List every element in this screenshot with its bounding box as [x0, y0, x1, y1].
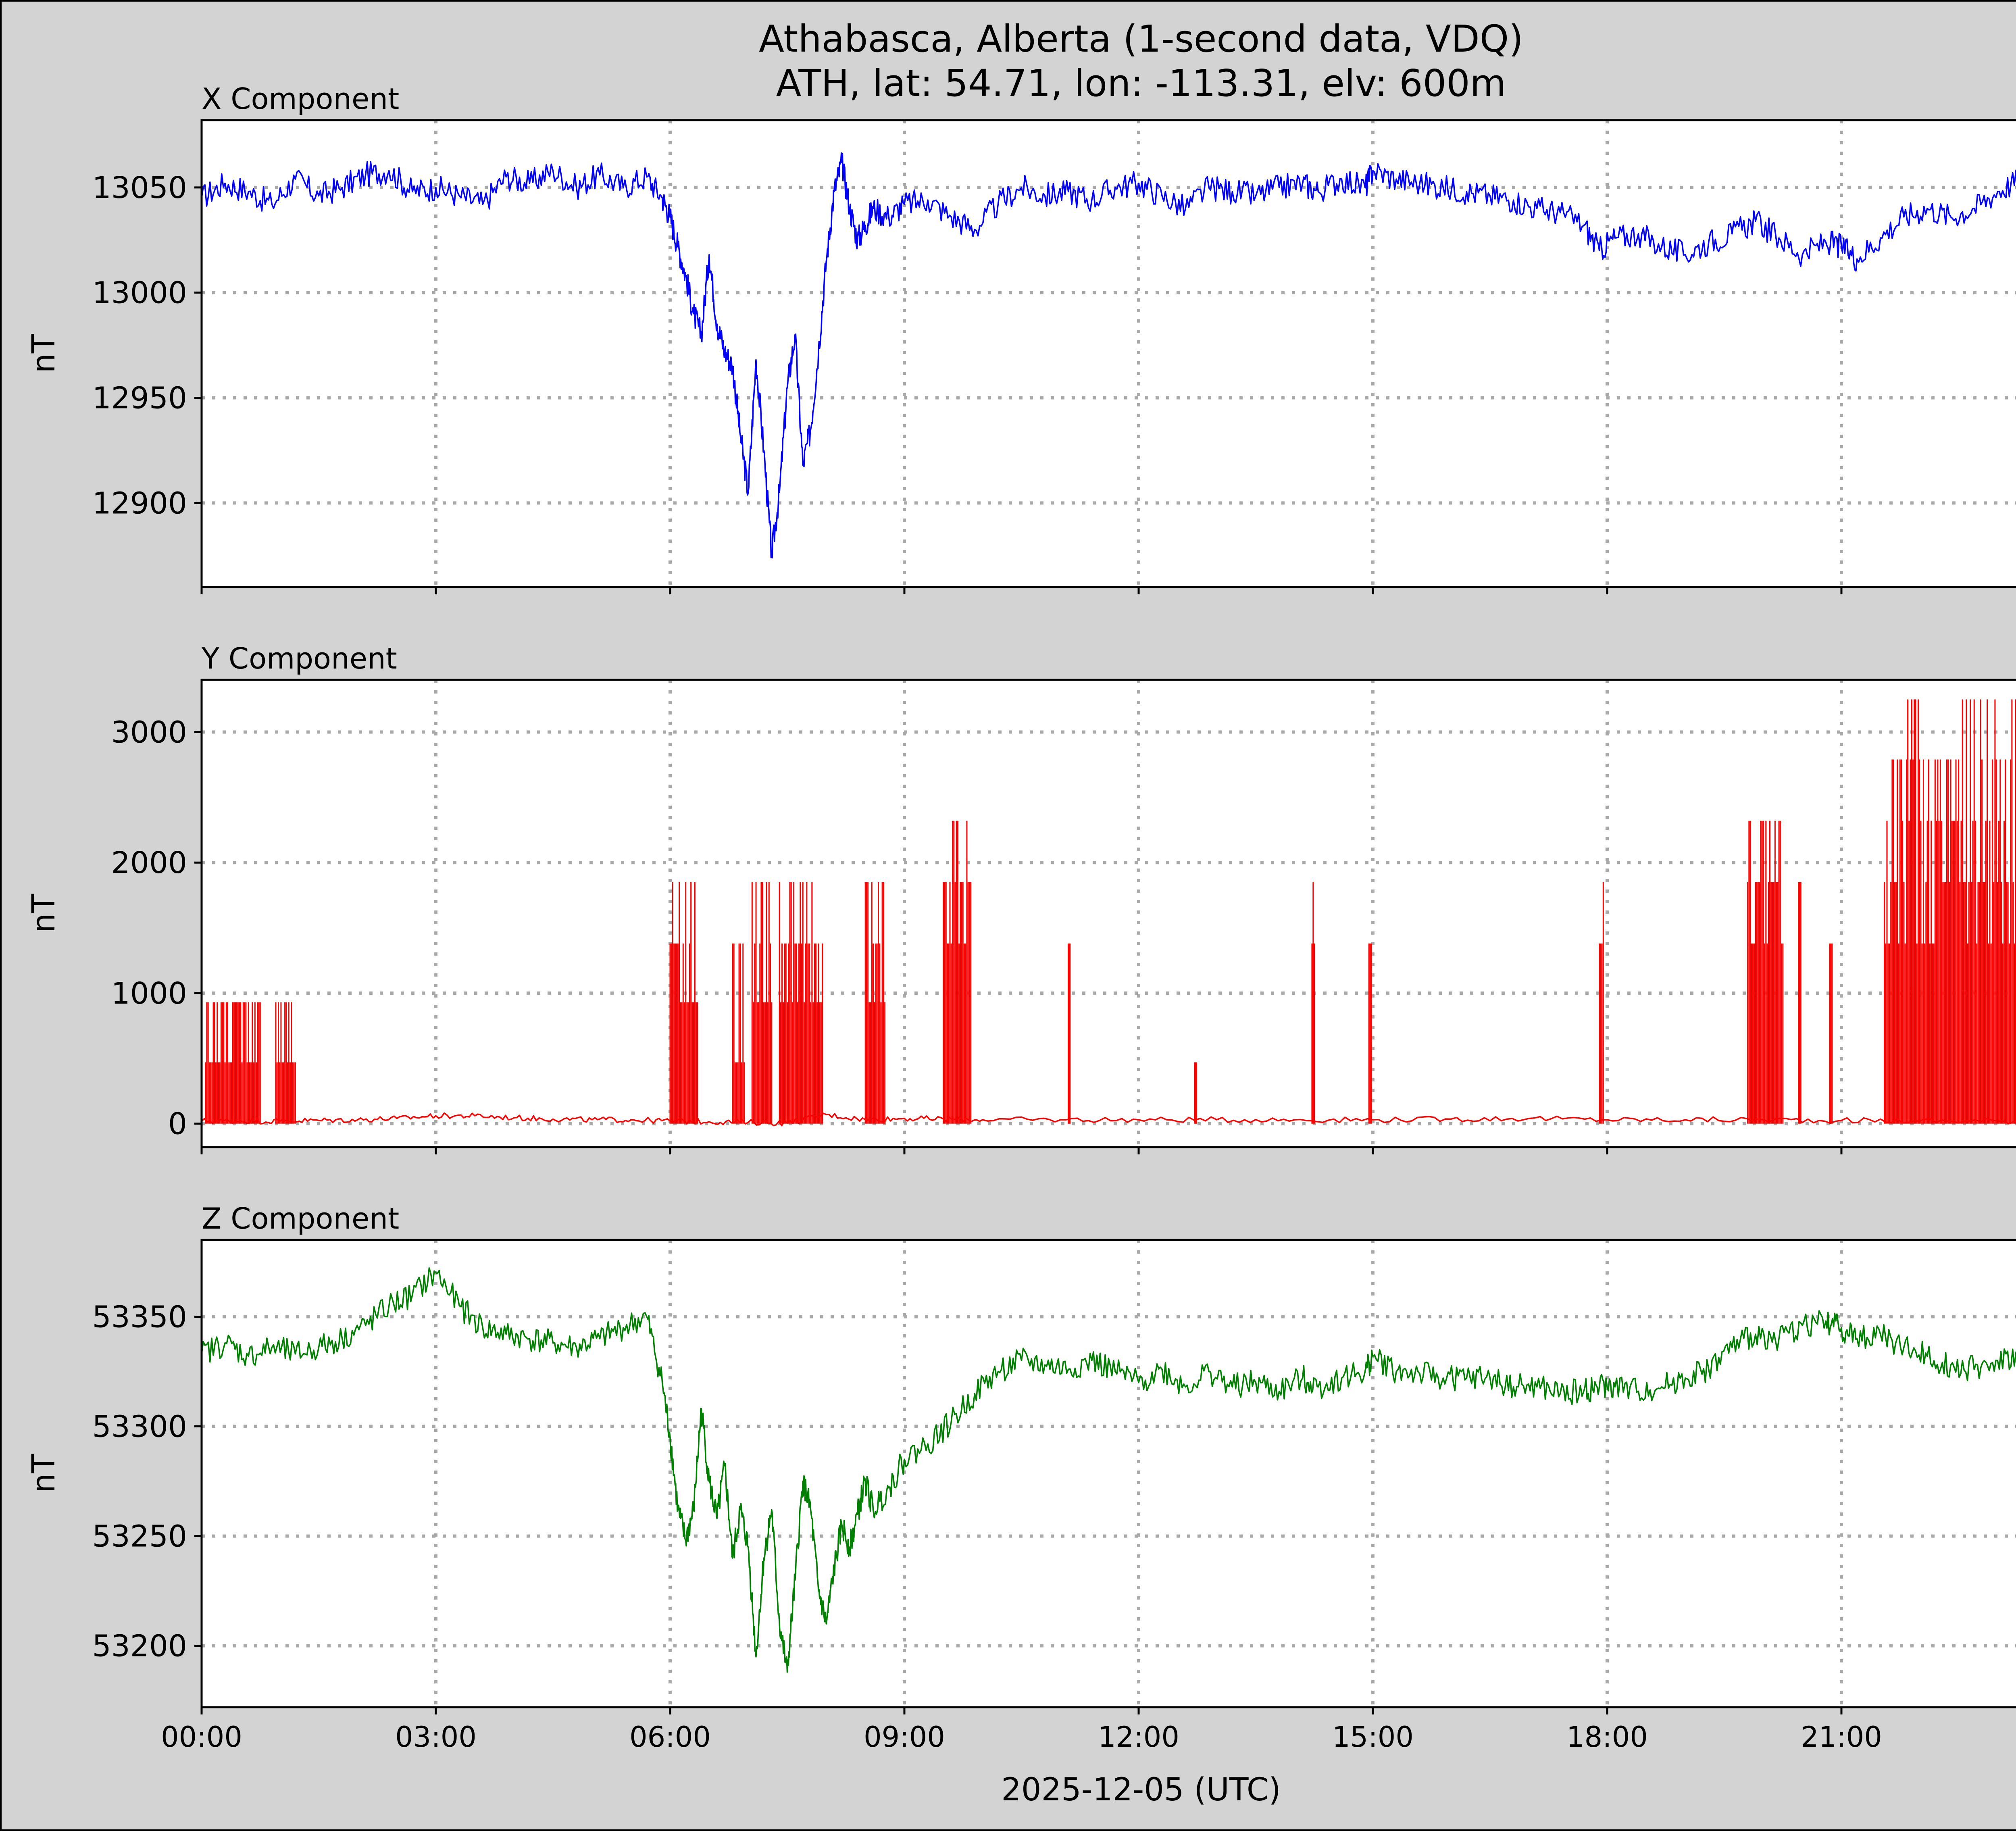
y-y-tick-label: 2000 [111, 846, 187, 880]
x-axes-frame [200, 119, 2016, 588]
x-component-panel: X Component nT 12900 12950 13000 13050 [26, 82, 2016, 594]
z-axes-frame [200, 1239, 2016, 1708]
z-component-panel: Z Component nT 00:00 03:00 06:00 09:00 12:00 15… [26, 1202, 2016, 1754]
z-series-line [201, 1267, 2016, 1673]
x-y-tick-label: 13050 [92, 171, 187, 205]
y-y-tick-label: 0 [168, 1107, 187, 1142]
y-y-axis-label: nT [26, 894, 62, 933]
x-y-tick-label: 12950 [92, 381, 187, 416]
x-y-axis-label: nT [26, 334, 62, 373]
z-y-tick-label: 53300 [92, 1410, 187, 1444]
x-tick-label: 18:00 [1566, 1721, 1648, 1754]
z-y-tick-label: 53250 [92, 1519, 187, 1554]
x-y-tick-label: 12900 [92, 486, 187, 521]
z-y-axis-label: nT [26, 1454, 62, 1493]
x-tick-label: 09:00 [864, 1721, 945, 1754]
x-tick-label: 15:00 [1332, 1721, 1414, 1754]
x-tick-label: 00:00 [161, 1721, 242, 1754]
y-y-tick-label: 1000 [111, 976, 187, 1011]
z-panel-title: Z Component [202, 1202, 399, 1235]
y-y-tick-label: 3000 [111, 715, 187, 750]
x-series-line [201, 152, 2016, 558]
z-y-tick-label: 53200 [92, 1629, 187, 1664]
y-spike-group [205, 699, 2016, 1124]
y-axes-frame [200, 679, 2016, 1148]
x-plot-area [202, 120, 2016, 587]
x-tick-label: 12:00 [1098, 1721, 1179, 1754]
y-panel-title: Y Component [201, 642, 397, 675]
y-component-panel: Y Component nT 0 1000 2000 3000 [26, 642, 2016, 1154]
x-tick-label: 03:00 [395, 1721, 477, 1754]
figure-title-line1: Athabasca, Alberta (1-second data, VDQ) [759, 17, 1523, 60]
y-plot-area [202, 680, 2016, 1147]
z-y-tick-label: 53350 [92, 1300, 187, 1334]
x-tick-label: 06:00 [629, 1721, 711, 1754]
x-tick-label: 21:00 [1801, 1721, 1882, 1754]
z-plot-area [202, 1240, 2016, 1707]
x-panel-title: X Component [202, 82, 399, 116]
x-y-tick-label: 13000 [92, 276, 187, 310]
x-axis-label: 2025-12-05 (UTC) [1001, 1772, 1281, 1808]
figure-title-line2: ATH, lat: 54.71, lon: -113.31, elv: 600m [776, 62, 1506, 105]
